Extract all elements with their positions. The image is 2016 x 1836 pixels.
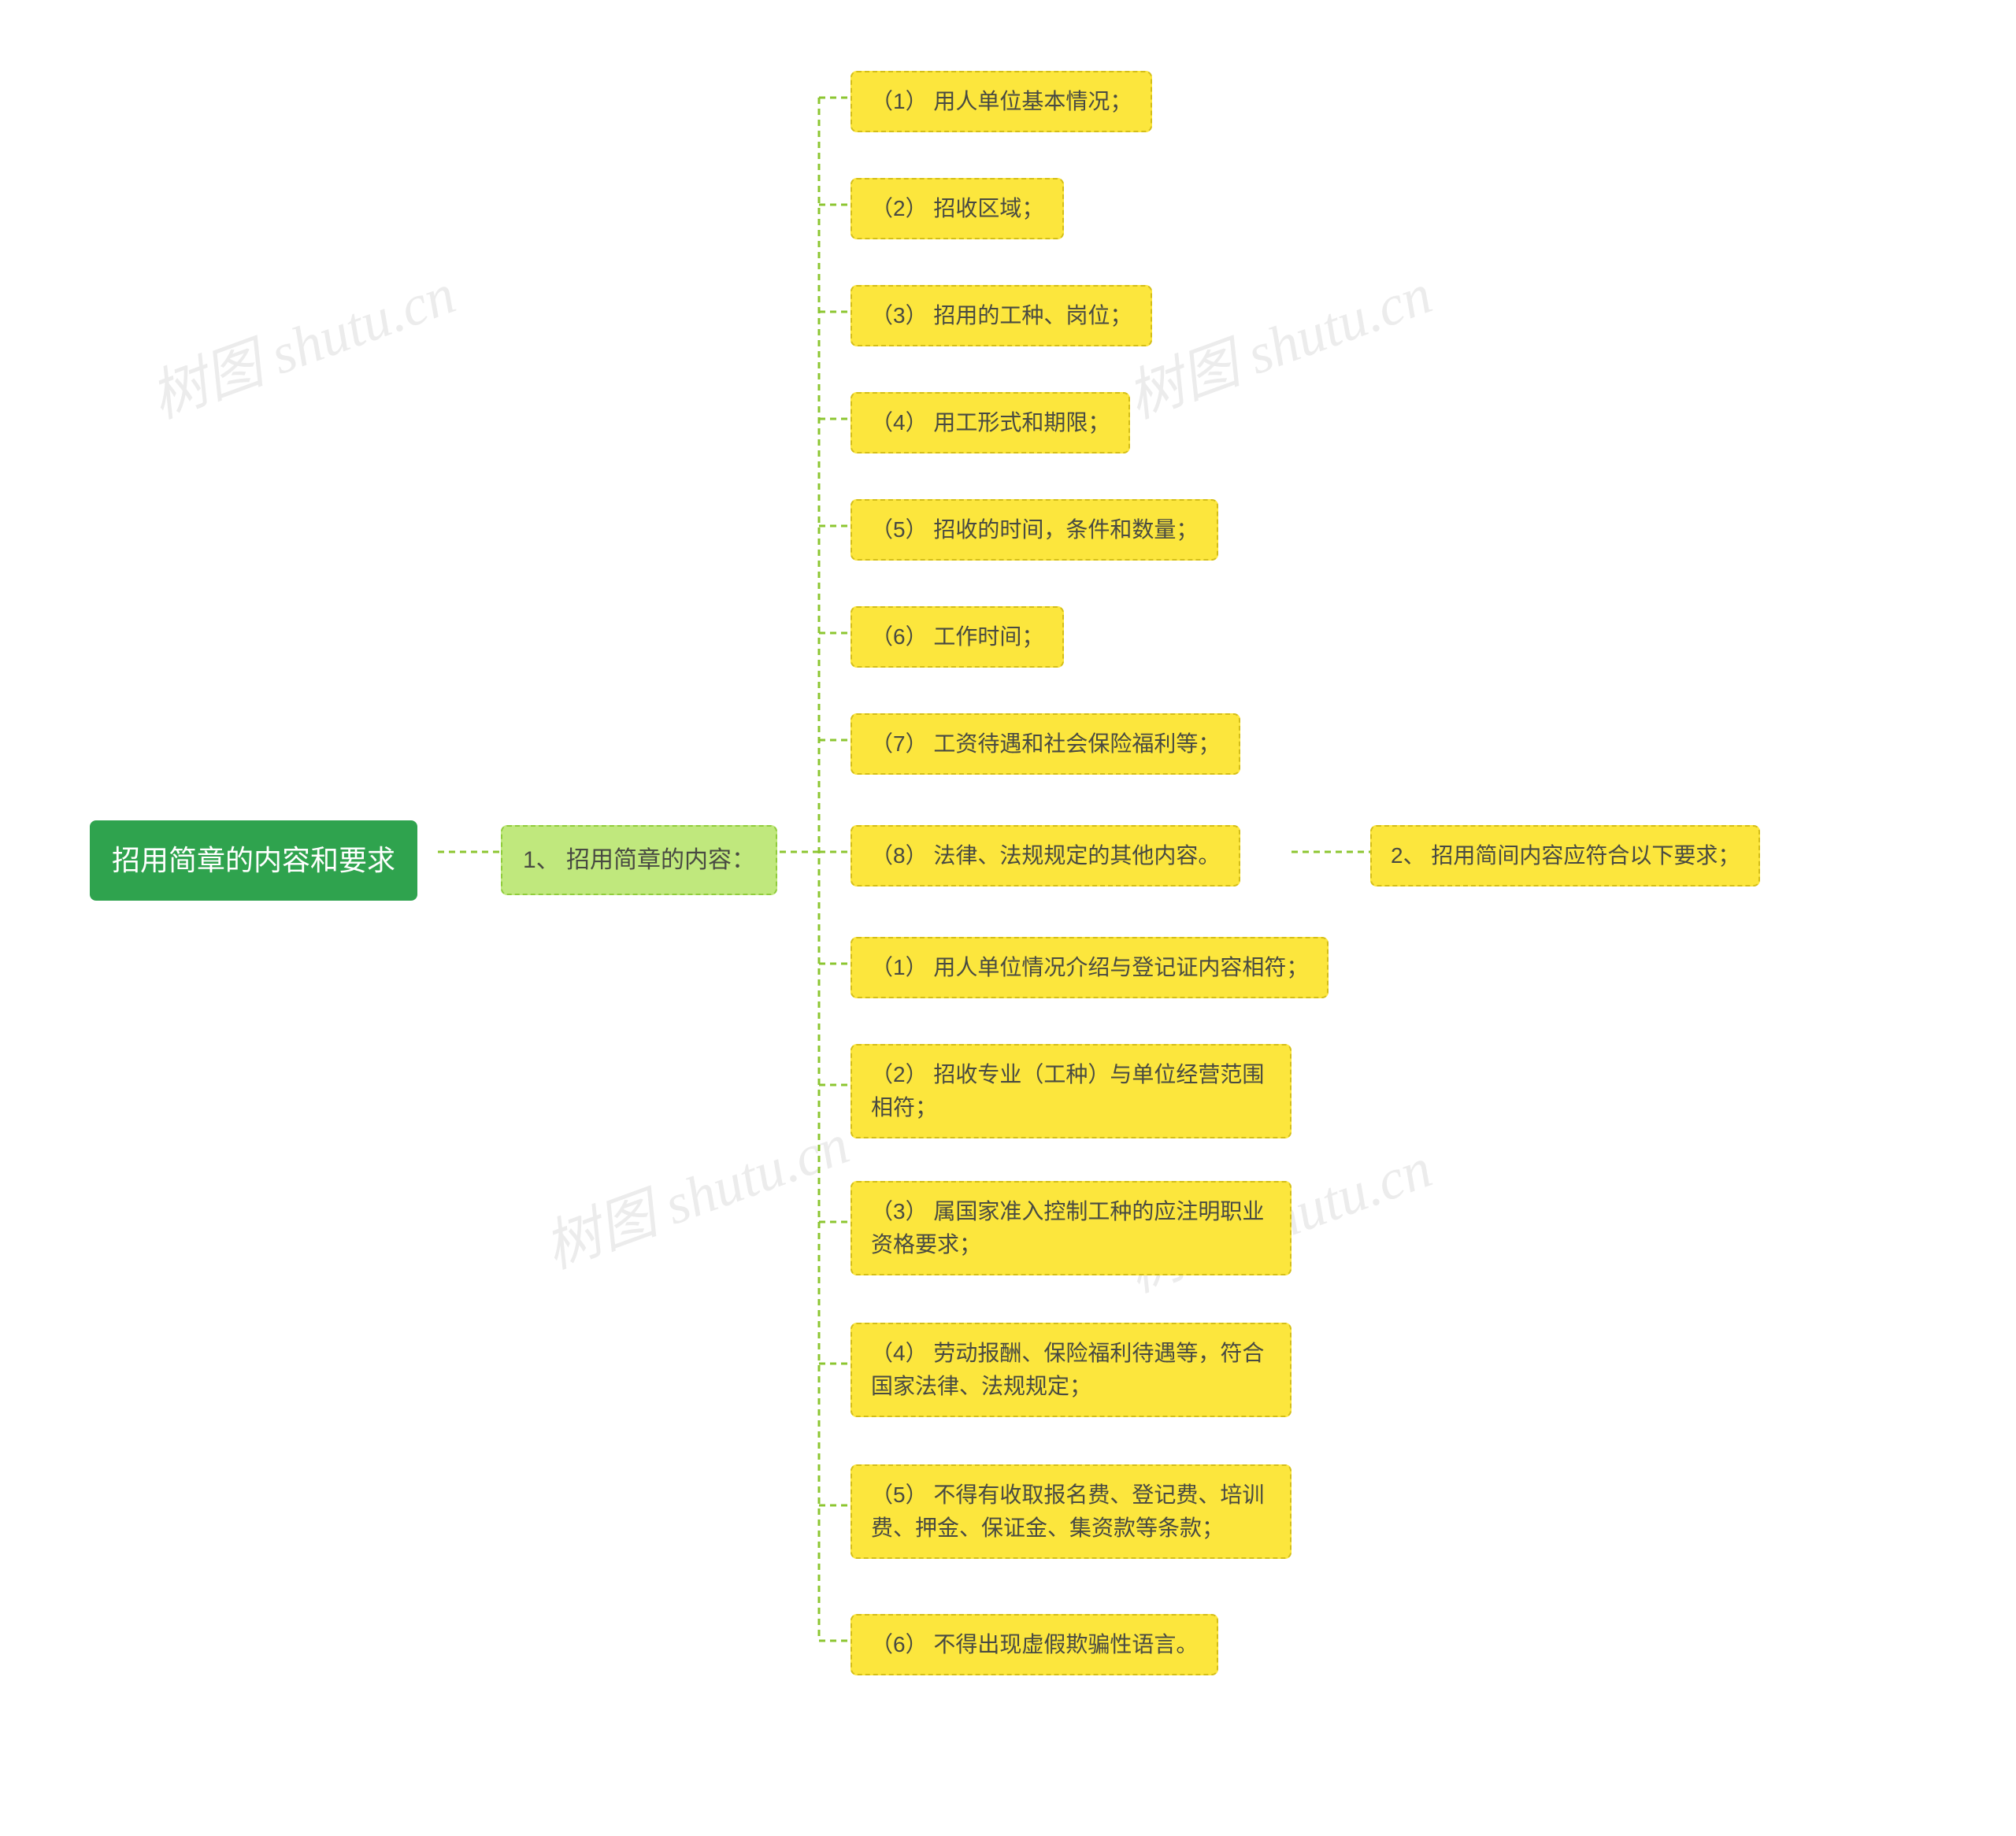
leaf-node-l8[interactable]: （8） 法律、法规规定的其他内容。 xyxy=(850,825,1240,887)
leaf-node[interactable]: （6） 不得出现虚假欺骗性语言。 xyxy=(850,1614,1218,1675)
leaf-node[interactable]: （7） 工资待遇和社会保险福利等； xyxy=(850,713,1240,775)
leaf-node[interactable]: （3） 招用的工种、岗位； xyxy=(850,285,1152,346)
right-node[interactable]: 2、 招用简间内容应符合以下要求； xyxy=(1370,825,1760,887)
root-node[interactable]: 招用简章的内容和要求 xyxy=(90,820,417,901)
leaf-node[interactable]: （2） 招收区域； xyxy=(850,178,1064,239)
leaf-node[interactable]: （3） 属国家准入控制工种的应注明职业资格要求； xyxy=(850,1181,1292,1275)
leaf-node[interactable]: （5） 不得有收取报名费、登记费、培训费、押金、保证金、集资款等条款； xyxy=(850,1464,1292,1559)
leaf-node[interactable]: （5） 招收的时间，条件和数量； xyxy=(850,499,1218,561)
watermark: 树图 shutu.cn xyxy=(1114,247,1441,434)
watermark: 树图 shutu.cn xyxy=(531,1098,858,1284)
connector-layer xyxy=(0,0,2016,1836)
leaf-node[interactable]: （4） 劳动报酬、保险福利待遇等，符合国家法律、法规规定； xyxy=(850,1323,1292,1417)
level1-node[interactable]: 1、 招用简章的内容： xyxy=(501,825,777,895)
leaf-node[interactable]: （1） 用人单位基本情况； xyxy=(850,71,1152,132)
leaf-node[interactable]: （1） 用人单位情况介绍与登记证内容相符； xyxy=(850,937,1329,998)
leaf-node[interactable]: （6） 工作时间； xyxy=(850,606,1064,668)
mindmap-canvas: 树图 shutu.cn 树图 shutu.cn 树图 shutu.cn 树图 s… xyxy=(0,0,2016,1836)
leaf-node[interactable]: （2） 招收专业（工种）与单位经营范围相符； xyxy=(850,1044,1292,1138)
watermark: 树图 shutu.cn xyxy=(137,247,465,434)
leaf-node[interactable]: （4） 用工形式和期限； xyxy=(850,392,1130,453)
